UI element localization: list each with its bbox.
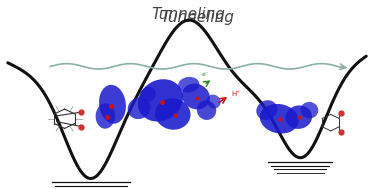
Ellipse shape — [197, 100, 216, 120]
Ellipse shape — [99, 85, 126, 124]
Ellipse shape — [260, 104, 299, 134]
Ellipse shape — [178, 77, 199, 93]
Ellipse shape — [138, 79, 183, 122]
Ellipse shape — [96, 103, 115, 129]
Ellipse shape — [301, 102, 318, 118]
Ellipse shape — [285, 105, 312, 129]
Text: Tunneling: Tunneling — [152, 7, 226, 22]
Ellipse shape — [256, 100, 278, 120]
Ellipse shape — [128, 97, 150, 119]
Text: Tunneling: Tunneling — [161, 10, 234, 25]
Ellipse shape — [140, 87, 156, 102]
Ellipse shape — [155, 98, 190, 130]
Text: e⁻: e⁻ — [201, 72, 208, 77]
Ellipse shape — [182, 84, 210, 109]
Text: H⁺: H⁺ — [232, 91, 240, 97]
Ellipse shape — [206, 94, 221, 108]
